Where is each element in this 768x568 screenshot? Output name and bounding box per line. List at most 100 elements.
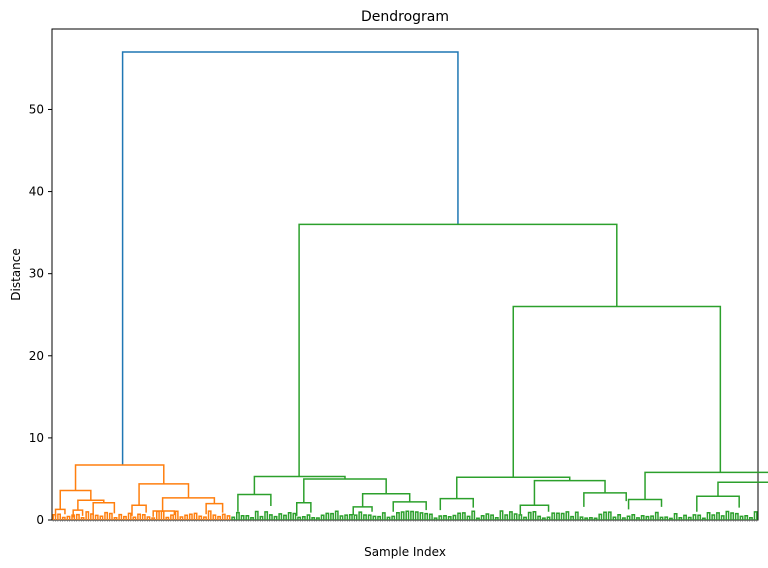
leaf-merge-link xyxy=(744,514,749,520)
leaf-merge-link xyxy=(127,512,132,520)
leaf-merge-link xyxy=(113,517,118,520)
leaf-merge-link xyxy=(57,513,61,520)
leaf-merge-link xyxy=(607,511,612,520)
leaf-merge-link xyxy=(664,516,669,520)
leaf-merge-link xyxy=(734,512,739,520)
leaf-merge-link xyxy=(330,512,334,520)
link-green-mid-b1 xyxy=(519,504,550,515)
leaf-merge-link xyxy=(254,510,259,520)
leaf-merge-link xyxy=(527,511,532,520)
leaf-merge-link xyxy=(706,512,711,520)
link-green-top xyxy=(298,223,618,477)
leaf-merge-link xyxy=(593,517,598,520)
link-orange-left-b2 xyxy=(92,502,116,516)
link-green-left-a xyxy=(237,493,272,512)
leaf-merge-link xyxy=(725,510,730,520)
leaf-merge-link xyxy=(193,512,198,520)
leaf-merge-link xyxy=(405,510,410,520)
leaf-labels xyxy=(52,520,758,522)
leaf-merge-link xyxy=(687,516,692,520)
chart-title: Dendrogram xyxy=(361,9,449,25)
leaf-merge-link xyxy=(659,516,664,520)
leaf-merge-link xyxy=(428,513,433,520)
leaf-merge-link xyxy=(273,515,278,520)
leaf-merge-link xyxy=(457,512,462,520)
links-layer xyxy=(52,51,768,520)
leaf-merge-link xyxy=(217,515,222,520)
leaf-merge-link xyxy=(240,515,245,520)
leaf-merge-link xyxy=(381,512,386,520)
leaf-merge-link xyxy=(283,514,287,520)
link-green-right xyxy=(512,305,722,478)
leaf-merge-link xyxy=(452,514,457,520)
leaf-merge-link xyxy=(556,512,560,520)
leaf-merge-link xyxy=(207,510,212,520)
leaf-merge-link xyxy=(203,516,207,520)
link-green-mid-b xyxy=(533,479,606,506)
leaf-merge-link xyxy=(137,513,141,520)
link-green-far-a xyxy=(627,498,663,510)
link-green-mid-a xyxy=(439,497,474,511)
leaf-merge-link xyxy=(372,515,377,520)
leaf-merge-link xyxy=(250,517,254,520)
leaf-merge-link xyxy=(85,511,90,520)
leaf-merge-link xyxy=(118,513,123,520)
link-orange-left xyxy=(59,489,92,510)
leaf-merge-link xyxy=(61,516,66,520)
leaf-merge-link xyxy=(188,513,193,520)
leaf-merge-link xyxy=(438,515,443,520)
leaf-merge-link xyxy=(603,511,607,520)
leaf-merge-link xyxy=(80,517,85,520)
leaf-merge-link xyxy=(132,516,137,520)
leaf-merge-link xyxy=(287,512,292,520)
leaf-merge-link xyxy=(701,517,706,520)
leaf-merge-link xyxy=(367,514,372,520)
link-orange-top xyxy=(74,464,165,491)
leaf-merge-link xyxy=(344,514,349,520)
link-green-left-b xyxy=(303,478,387,503)
leaf-merge-link xyxy=(264,511,269,520)
leaf-merge-link xyxy=(716,512,720,520)
leaf-merge-link xyxy=(612,516,617,520)
leaf-merge-link xyxy=(160,510,165,520)
link-orange-right-b1 xyxy=(152,510,176,517)
leaf-merge-link xyxy=(650,515,655,520)
leaf-merge-link xyxy=(588,517,593,520)
leaf-merge-link xyxy=(268,514,273,520)
leaf-merge-link xyxy=(123,515,127,520)
leaf-merge-link xyxy=(306,514,311,520)
leaf-merge-link xyxy=(353,514,358,520)
link-orange-right-b2 xyxy=(205,502,224,515)
leaf-merge-link xyxy=(621,517,626,520)
link-orange-right-a xyxy=(131,504,147,516)
leaf-merge-link xyxy=(499,510,504,520)
leaf-merge-link xyxy=(490,514,494,520)
leaf-merge-link xyxy=(443,514,447,520)
leaf-merge-link xyxy=(532,510,537,520)
leaf-merge-link xyxy=(433,517,438,520)
link-green-left-b1 xyxy=(295,502,312,516)
leaf-merge-link xyxy=(94,514,99,520)
leaf-merge-link xyxy=(99,515,104,520)
leaf-merge-link xyxy=(259,515,264,520)
link-green-left-b2a xyxy=(352,506,373,516)
leaf-merge-link xyxy=(348,513,353,520)
leaf-merge-link xyxy=(170,514,174,520)
y-tick-label: 20 xyxy=(29,349,44,363)
leaf-merge-link xyxy=(692,514,697,520)
leaf-merge-link xyxy=(711,514,716,520)
leaf-merge-link xyxy=(396,511,400,520)
leaf-merge-link xyxy=(320,514,325,520)
leaf-merge-link xyxy=(626,515,631,520)
leaf-merge-link xyxy=(631,513,636,520)
leaf-merge-link xyxy=(226,515,231,520)
link-green-mid-b2 xyxy=(583,492,627,507)
leaf-merge-link xyxy=(560,512,565,520)
leaf-merge-link xyxy=(640,514,645,520)
x-axis-label: Sample Index xyxy=(364,545,446,559)
leaf-merge-link xyxy=(598,513,603,520)
link-orange-left-b1 xyxy=(72,509,84,518)
leaf-merge-link xyxy=(334,510,339,520)
leaf-merge-link xyxy=(141,514,146,520)
leaf-merge-link xyxy=(231,516,236,520)
